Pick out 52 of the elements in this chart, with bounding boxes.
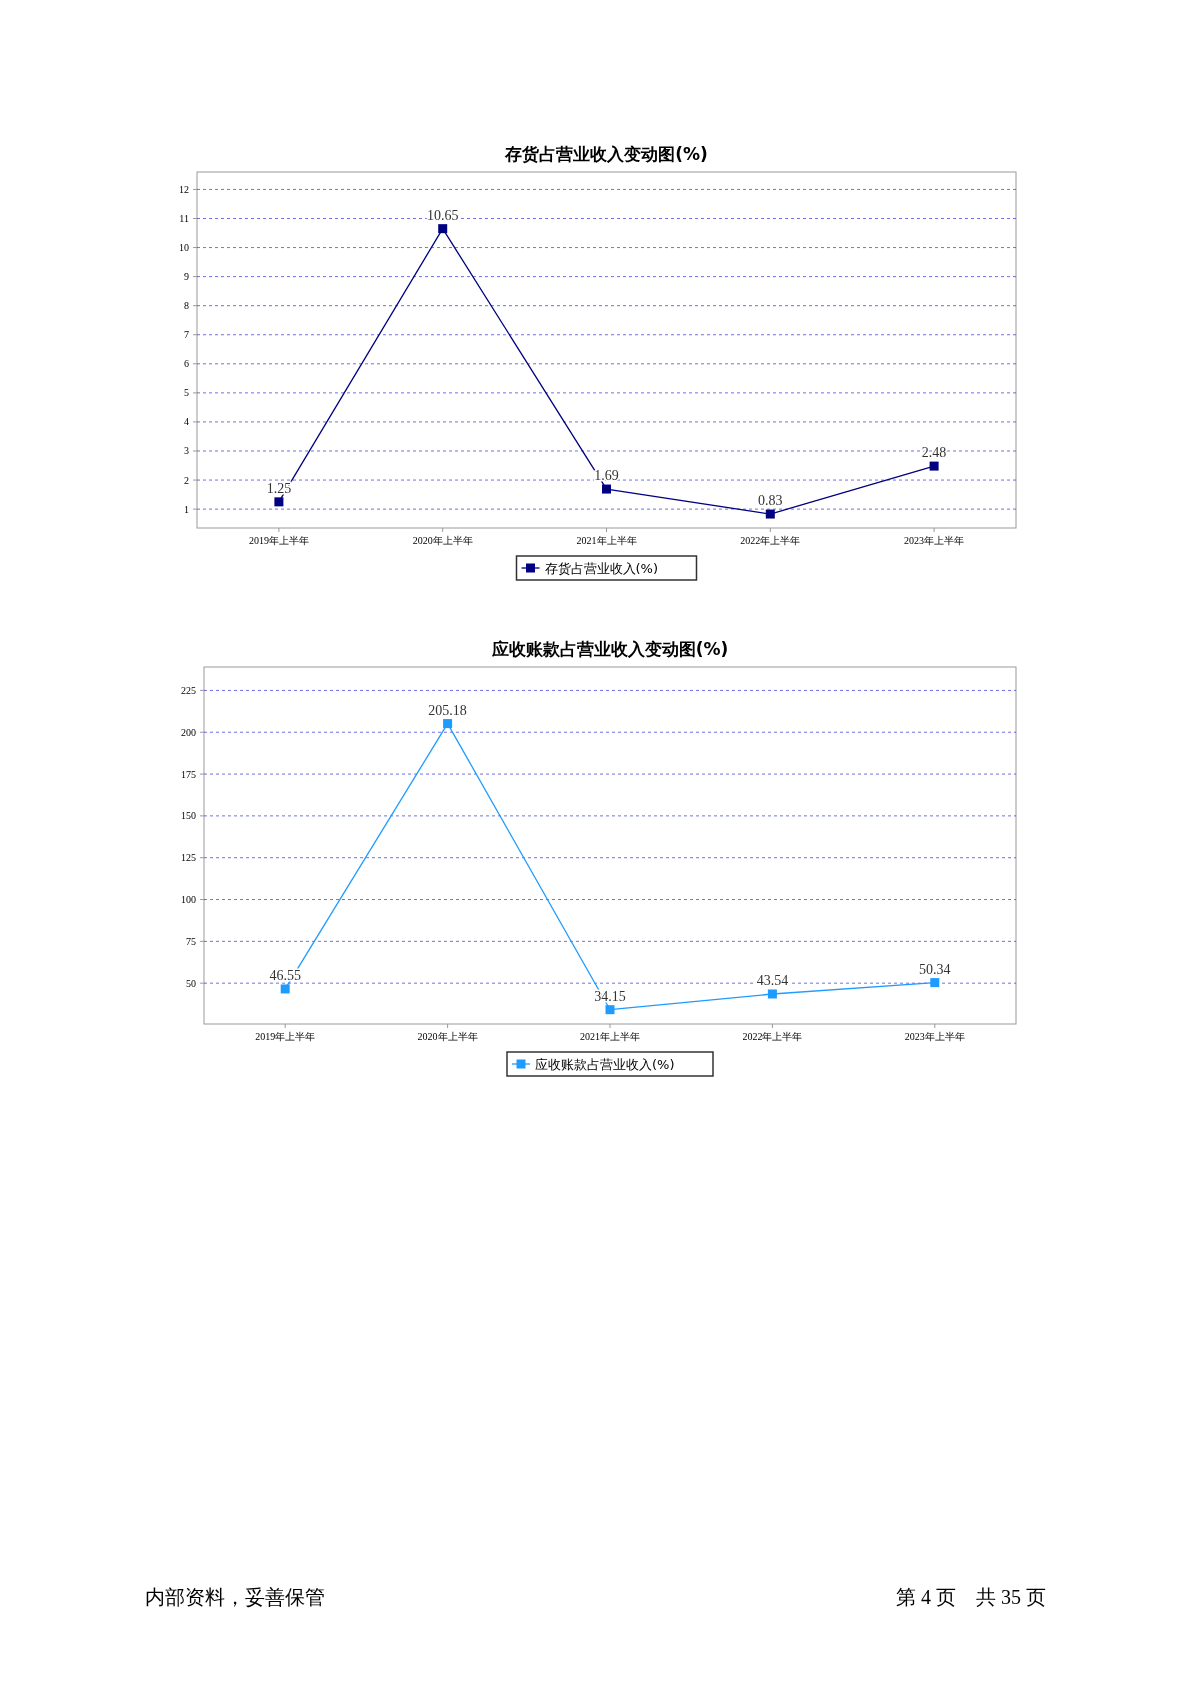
y-tick-label: 3 — [184, 445, 189, 457]
x-tick-label: 2020年上半年 — [417, 1031, 478, 1042]
y-tick-label: 9 — [184, 271, 189, 283]
y-tick-label: 10 — [179, 242, 189, 254]
point — [602, 484, 611, 494]
y-tick-label: 100 — [181, 894, 196, 906]
data-label: 0.83 — [758, 493, 783, 509]
x-tick-label: 2021年上半年 — [576, 535, 637, 546]
data-label: 43.54 — [756, 972, 789, 988]
legend-label: 应收账款占营业收入(%) — [535, 1056, 675, 1072]
y-tick-label: 7 — [184, 329, 189, 341]
point — [280, 984, 290, 994]
data-label: 10.65 — [426, 207, 459, 223]
point — [765, 509, 775, 519]
point — [930, 978, 940, 988]
y-tick-label: 200 — [181, 726, 196, 738]
y-tick-label: 11 — [179, 213, 189, 224]
chart-title: 应收账款占营业收入变动图(%) — [490, 639, 729, 659]
x-tick-label: 2019年上半年 — [255, 1031, 316, 1042]
y-tick-label: 12 — [179, 183, 189, 195]
x-tick-label: 2019年上半年 — [248, 535, 309, 546]
x-tick-label: 2021年上半年 — [580, 1031, 640, 1042]
point — [443, 719, 453, 729]
x-tick-label: 2023年上半年 — [904, 535, 965, 546]
legend-label: 存货占营业收入(%) — [544, 560, 658, 576]
y-tick-label: 1 — [184, 503, 189, 515]
y-tick-label: 225 — [181, 684, 196, 696]
point — [767, 989, 777, 999]
y-tick-label: 2 — [184, 474, 189, 486]
x-tick-label: 2023年上半年 — [904, 1031, 965, 1042]
y-tick-label: 175 — [181, 768, 196, 780]
data-label: 2.48 — [921, 445, 947, 461]
data-label: 50.34 — [919, 961, 951, 977]
x-tick-label: 2022年上半年 — [740, 535, 801, 546]
chart-title: 存货占营业收入变动图(%) — [504, 144, 708, 164]
y-tick-label: 125 — [181, 852, 196, 864]
y-tick-label: 75 — [186, 935, 196, 947]
y-tick-label: 50 — [186, 977, 196, 989]
text: 内部资料，妥善保管 — [145, 1586, 325, 1608]
point — [438, 224, 448, 234]
y-tick-label: 6 — [184, 358, 189, 370]
y-tick-label: 150 — [181, 810, 196, 822]
x-tick-label: 2022年上半年 — [742, 1031, 803, 1042]
y-tick-label: 4 — [184, 416, 189, 428]
y-tick-label: 5 — [184, 387, 189, 399]
x-tick-label: 2020年上半年 — [412, 535, 473, 546]
point — [605, 1005, 615, 1015]
data-label: 205.18 — [428, 702, 467, 718]
point — [274, 497, 284, 507]
point — [929, 461, 939, 471]
text: 第 4 页 共 35 页 — [896, 1586, 1046, 1608]
y-tick-label: 8 — [184, 300, 189, 312]
